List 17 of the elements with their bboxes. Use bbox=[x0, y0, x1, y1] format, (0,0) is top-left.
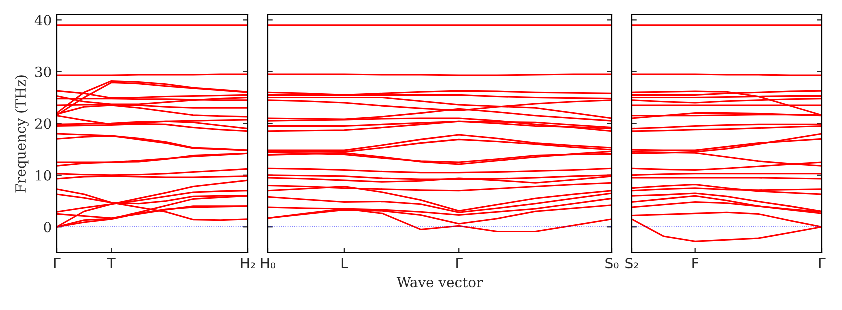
x-tick-label: S₂ bbox=[626, 258, 638, 269]
x-tick-label: H₀ bbox=[261, 258, 276, 269]
x-tick-label: F bbox=[692, 258, 699, 268]
y-tick-label: 20 bbox=[35, 118, 52, 130]
y-tick-label: 10 bbox=[36, 170, 52, 181]
x-tick-label: S₀ bbox=[606, 258, 619, 269]
x-tick-label: Γ bbox=[54, 258, 61, 268]
x-axis-title: Wave vector bbox=[396, 277, 484, 288]
y-tick-label: 0 bbox=[44, 222, 52, 233]
x-tick-label: T bbox=[107, 258, 116, 268]
x-tick-label: Γ bbox=[819, 258, 826, 268]
y-tick-label: 30 bbox=[36, 66, 52, 78]
y-axis-title: Frequency (THz) bbox=[15, 76, 29, 193]
x-tick-label: L bbox=[342, 258, 348, 268]
y-tick-label: 40 bbox=[34, 15, 52, 26]
x-tick-label: H₂ bbox=[241, 258, 256, 268]
x-tick-label: Γ bbox=[456, 258, 463, 268]
